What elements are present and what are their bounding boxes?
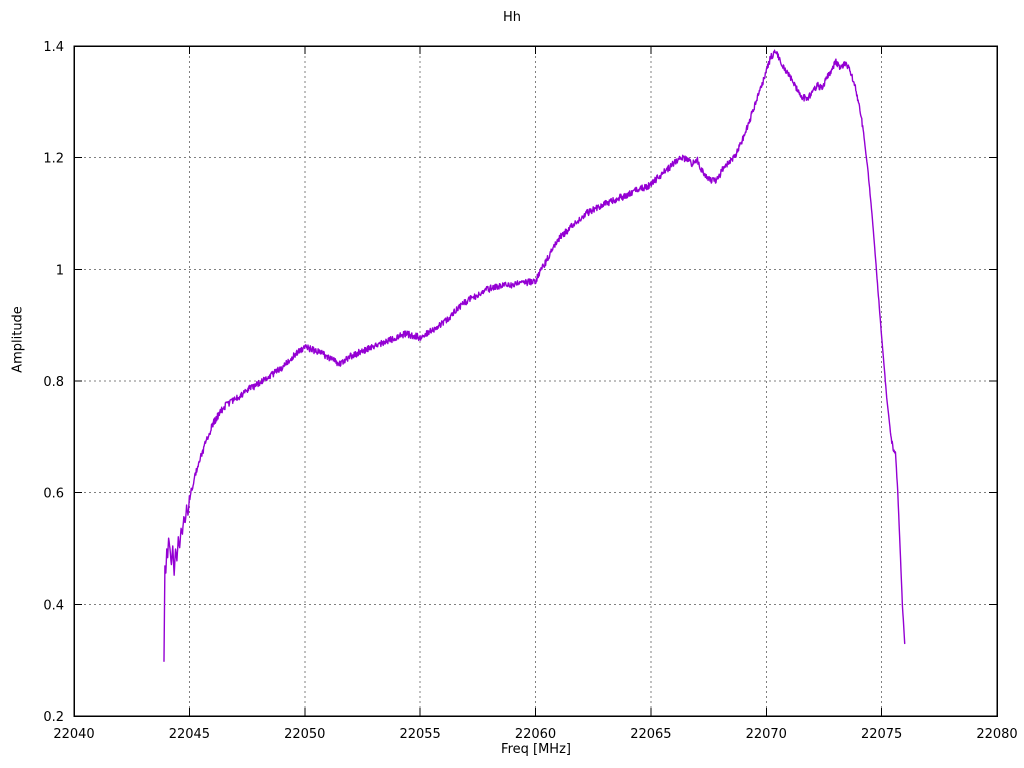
x-axis-label: Freq [MHz] (501, 742, 571, 757)
data-series (163, 49, 906, 662)
chart-title: Hh (502, 10, 521, 25)
svg-text:22055: 22055 (399, 727, 440, 742)
svg-text:1: 1 (56, 263, 64, 278)
svg-text:22080: 22080 (976, 727, 1017, 742)
svg-text:0.2: 0.2 (43, 710, 64, 725)
svg-text:22045: 22045 (169, 727, 210, 742)
plot-frame (73, 45, 998, 717)
svg-text:1.4: 1.4 (43, 40, 64, 55)
svg-text:1.2: 1.2 (43, 152, 64, 167)
svg-text:22060: 22060 (515, 727, 556, 742)
svg-text:0.4: 0.4 (43, 598, 64, 613)
svg-text:22070: 22070 (746, 727, 787, 742)
svg-text:22050: 22050 (284, 727, 325, 742)
tick-labels: 22040 22045 22050 22055 22060 22065 22070 22075… (43, 40, 1017, 742)
svg-text:0.8: 0.8 (43, 375, 64, 390)
svg-text:22040: 22040 (53, 727, 94, 742)
y-axis-label: Amplitude (10, 306, 26, 373)
svg-text:22075: 22075 (861, 727, 902, 742)
grid-lines (74, 46, 997, 716)
svg-text:22065: 22065 (630, 727, 671, 742)
svg-text:0.6: 0.6 (43, 487, 64, 502)
